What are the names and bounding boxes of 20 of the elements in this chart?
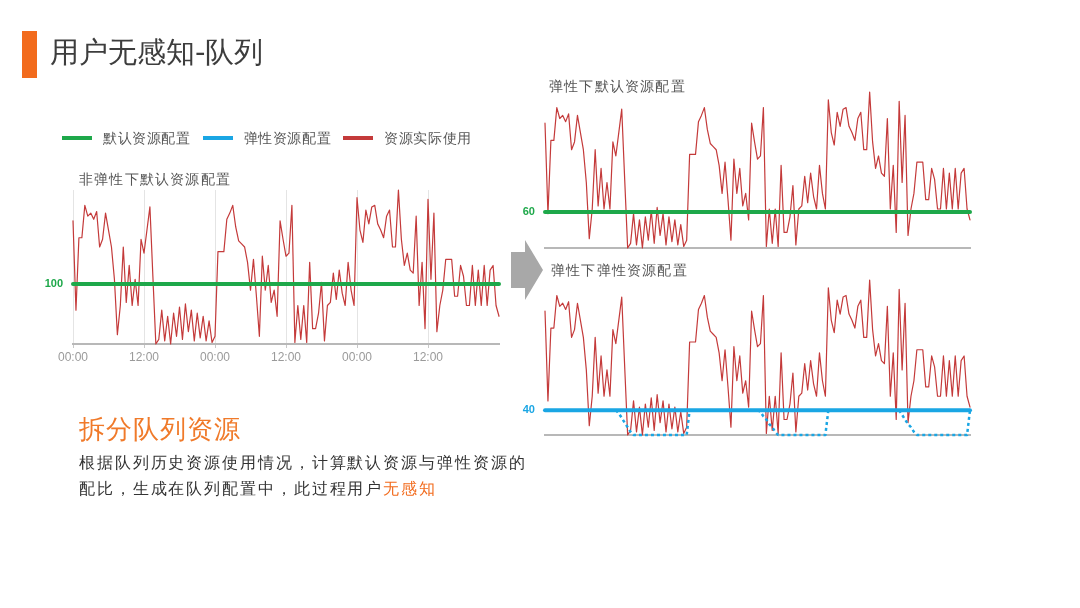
x-tick-label: 12:00 [270,349,302,364]
text: 60 [522,205,535,218]
text: 弹性资源配置 [243,130,332,146]
chart-title: 弹性下默认资源配置 [549,78,686,94]
legend-label: 资源实际使用 [384,129,472,147]
text: 配比，生成在队列配置中，此过程用户 [79,479,384,498]
x-tick-label: 00:00 [341,349,373,364]
text: 40 [522,403,535,416]
text: 100 [44,276,63,289]
text: 用户无感知-队列 [50,34,264,71]
x-tick-label: 00:00 [199,349,231,364]
legend-label: 默认资源配置 [103,129,191,147]
chart-title: 非弹性下默认资源配置 [79,171,231,187]
x-tick-label: 12:00 [412,349,444,364]
text: 无感知 [383,479,438,498]
x-tick-label: 12:00 [128,349,160,364]
text: 拆分队列资源 [79,413,241,446]
text: 根据队列历史资源使用情况，计算默认资源与弹性资源的 [79,453,527,472]
chart-title: 弹性下弹性资源配置 [551,262,688,278]
x-tick-label: 00:00 [57,349,89,364]
